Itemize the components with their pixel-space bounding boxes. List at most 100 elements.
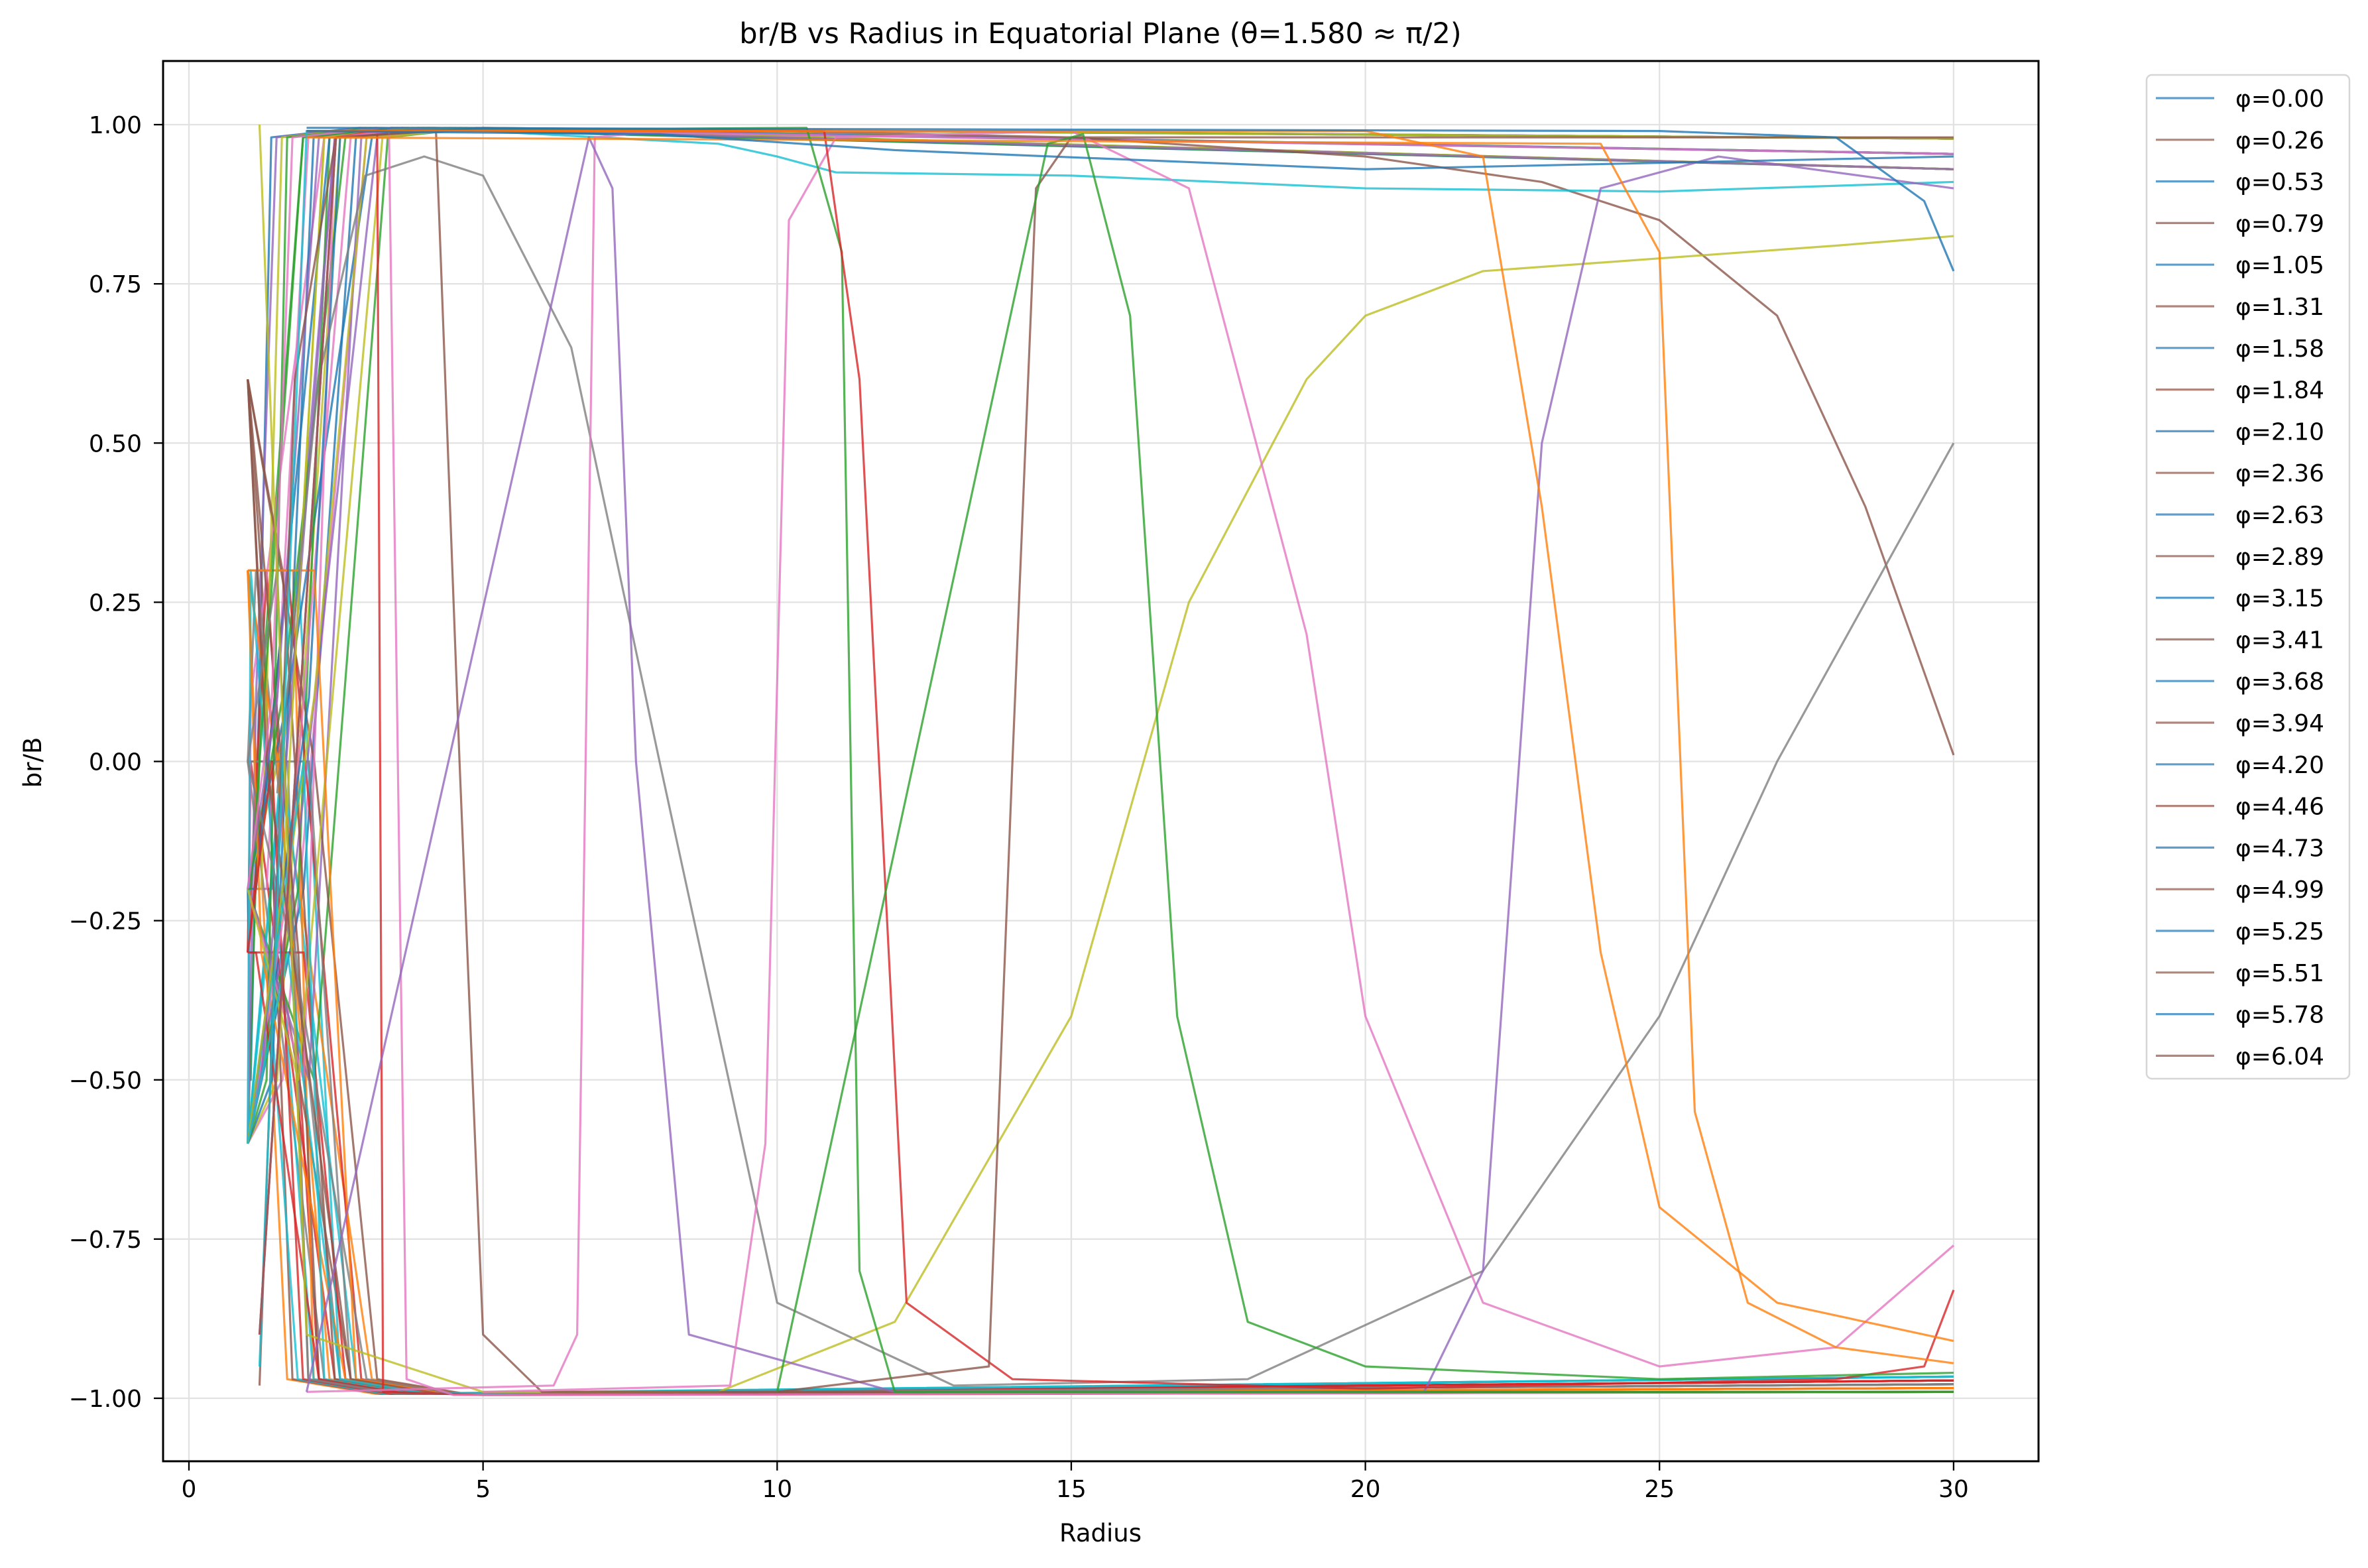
legend-label: φ=1.31 (2235, 294, 2324, 321)
legend-label: φ=2.10 (2235, 418, 2324, 446)
series-line (247, 127, 1954, 1144)
series-line (247, 127, 1954, 1144)
series-line (306, 130, 1954, 1343)
series-line (306, 130, 1955, 1390)
legend-label: φ=0.26 (2235, 127, 2324, 154)
legend-item: φ=5.78 (2156, 1002, 2324, 1029)
legend-item: φ=6.04 (2156, 1043, 2324, 1070)
series-line (247, 951, 1954, 1395)
x-tick-label: 5 (475, 1476, 491, 1503)
y-tick-label: 0.00 (89, 749, 142, 776)
series-line (247, 569, 1954, 1395)
series-line (247, 379, 1954, 1395)
y-tick-label: −0.75 (69, 1227, 142, 1254)
x-tick-label: 10 (762, 1476, 792, 1503)
series-line (247, 127, 1954, 1144)
series-line (247, 951, 1954, 1395)
series-line (247, 127, 1954, 1144)
y-tick-label: −0.25 (69, 908, 142, 935)
legend-label: φ=0.00 (2235, 86, 2324, 113)
legend-item: φ=2.36 (2156, 460, 2324, 487)
legend-item: φ=1.84 (2156, 377, 2324, 404)
series-line (247, 569, 1954, 1395)
legend-label: φ=3.68 (2235, 668, 2324, 695)
series-line (247, 569, 1954, 1395)
series-line (258, 124, 1954, 1393)
legend-label: φ=2.63 (2235, 502, 2324, 529)
series-line (247, 570, 1954, 1395)
legend-item: φ=2.10 (2156, 418, 2324, 446)
legend-label: φ=1.58 (2235, 335, 2324, 363)
series-line (306, 127, 1955, 272)
series-line (247, 127, 1954, 890)
series-line (247, 127, 1954, 1144)
legend-item: φ=1.31 (2156, 294, 2324, 321)
legend-label: φ=4.20 (2235, 752, 2324, 779)
series-line (247, 570, 1954, 1395)
x-tick-label: 25 (1644, 1476, 1675, 1503)
series-line (247, 127, 1954, 890)
y-tick-label: 0.50 (89, 430, 142, 457)
series-line (258, 130, 1954, 1367)
series-line (276, 155, 1955, 1387)
y-tick-label: 0.75 (89, 271, 142, 298)
series-line (247, 127, 1954, 890)
series-line (247, 760, 1954, 1395)
y-axis-label: br/B (19, 737, 47, 788)
series-line (247, 127, 1954, 1081)
series-line (247, 379, 1954, 1395)
legend-label: φ=3.94 (2235, 710, 2324, 737)
legend-item: φ=0.00 (2156, 86, 2324, 113)
legend-label: φ=6.04 (2235, 1043, 2324, 1070)
series-line (247, 569, 1954, 1395)
series-line (247, 127, 1954, 1081)
series-line (247, 127, 1954, 889)
series-line (247, 569, 1954, 1395)
legend-label: φ=3.41 (2235, 627, 2324, 654)
y-tick-label: −1.00 (69, 1386, 142, 1413)
legend-label: φ=4.46 (2235, 794, 2324, 821)
series-line (247, 951, 1954, 1395)
legend-label: φ=4.73 (2235, 835, 2324, 862)
legend-label: φ=2.89 (2235, 544, 2324, 571)
series-line (247, 569, 1954, 1395)
series-line (247, 570, 1954, 1395)
series-line (258, 130, 1954, 1396)
series-line (247, 379, 1954, 1395)
series-line (247, 127, 1954, 889)
legend-label: φ=3.15 (2235, 585, 2324, 613)
series-line (483, 130, 1071, 1393)
series-line (247, 127, 1954, 1144)
legend-label: φ=1.84 (2235, 377, 2324, 404)
legend-item: φ=5.25 (2156, 918, 2324, 945)
series-line (247, 127, 1954, 1081)
series-line (247, 127, 1954, 1144)
y-tick-label: 0.25 (89, 589, 142, 617)
series-line (247, 127, 1954, 1081)
series-line (247, 761, 1954, 1395)
legend-item: φ=3.15 (2156, 585, 2324, 613)
x-tick-label: 0 (182, 1476, 197, 1503)
y-axis: 1.00 0.75 0.50 0.25 0.00 −0.25 −0.50 −0.75 −1.00 (69, 112, 163, 1413)
legend-item: φ=3.41 (2156, 627, 2324, 654)
legend-box (2145, 74, 2351, 1080)
legend-item: φ=0.26 (2156, 127, 2324, 154)
legend-item: φ=0.53 (2156, 169, 2324, 196)
series-line (247, 379, 1954, 1395)
series-line (247, 127, 1954, 890)
series-line (306, 136, 1954, 1364)
series-line (247, 127, 1954, 889)
series-line (258, 130, 1954, 1396)
legend-item: φ=3.94 (2156, 710, 2324, 737)
grid (163, 61, 2039, 1461)
series-line (306, 130, 1954, 170)
series-line (247, 127, 1954, 1144)
series-line (247, 127, 1954, 1144)
series-line (247, 760, 1954, 1395)
series-line (247, 760, 1954, 1395)
series-line (247, 127, 1954, 1144)
x-tick-label: 20 (1350, 1476, 1381, 1503)
series-line (247, 570, 1954, 1395)
series-line (247, 569, 1954, 1395)
